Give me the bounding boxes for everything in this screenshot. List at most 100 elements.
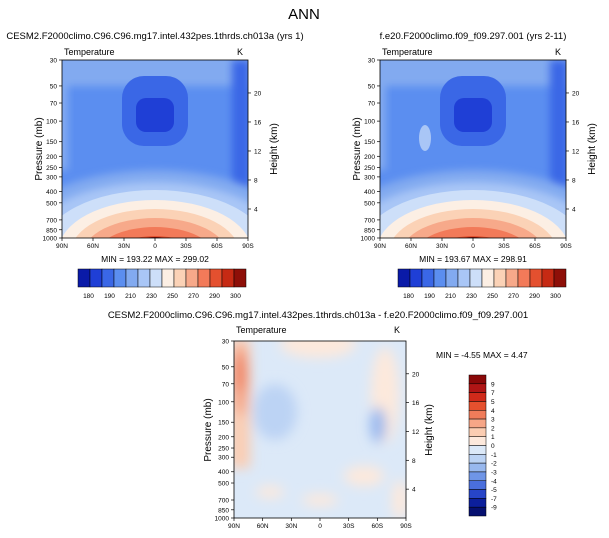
panel-diff-colorbar-swatch xyxy=(468,498,487,508)
panel-2-y-axis: 30 50 70 100 150 200 250 300 400 500 700 850 1000 xyxy=(361,58,380,243)
panel-diff-nh-pole-warm-core xyxy=(235,352,245,392)
panel-1-ytick-label: 250 xyxy=(46,165,57,172)
panel-1-stats: MIN = 193.22 MAX = 299.02 xyxy=(101,254,209,264)
panel-2-ytick-label: 1000 xyxy=(361,236,376,243)
panel-diff-colorbar-swatch xyxy=(468,418,487,429)
panel-diff-colorbar-swatch xyxy=(468,471,487,481)
panel-1-xtick-label: 30N xyxy=(118,243,130,250)
panel-1-field xyxy=(62,60,248,238)
panel-diff-colorbar-swatch xyxy=(468,401,487,411)
panel-2-colorbar-swatch xyxy=(457,268,471,288)
panel-diff-colorbar-swatch xyxy=(468,427,487,437)
panel-2-ytick-label: 250 xyxy=(364,165,375,172)
panel-2-colorbar-swatch xyxy=(409,268,423,288)
panel-diff-sfc-warm-a xyxy=(256,486,284,498)
panel-diff-colorbar-label: -9 xyxy=(491,505,497,512)
panel-1-colorbar: 180 190 210 230 250 270 290 300 xyxy=(77,268,247,300)
panel-1-cold-pole-s xyxy=(232,60,248,190)
panel-2-ytick-label: 150 xyxy=(364,139,375,146)
panel-diff-y2tick-label: 12 xyxy=(412,429,420,436)
panel-2-colorbar-swatch xyxy=(529,268,543,288)
panel-diff-colorbar-label: 5 xyxy=(491,399,495,406)
panel-2-field xyxy=(380,60,566,238)
panel-2-y2tick-label: 12 xyxy=(572,148,580,155)
panel-1-xtick-label: 30S xyxy=(180,243,192,250)
panel-2-xtick-label: 60N xyxy=(405,243,417,250)
panel-1-y2tick-label: 8 xyxy=(254,177,258,184)
panel-1-cold-pole-n xyxy=(62,60,68,170)
panel-1-colorbar-swatch xyxy=(185,268,199,288)
panel-1-title: CESM2.F2000climo.C96.C96.mg17.intel.432p… xyxy=(6,31,303,42)
panel-2: f.e20.F2000climo.f09_f09.297.001 (yrs 2-… xyxy=(352,31,598,300)
panel-2-ylabel: Pressure (mb) xyxy=(352,117,363,180)
panel-diff-colorbar-label: 0 xyxy=(491,443,495,450)
panel-diff-colorbar-swatch xyxy=(468,454,487,464)
panel-1-colorbar-label: 190 xyxy=(104,293,115,300)
panel-diff-ytick-label: 250 xyxy=(218,446,229,453)
panel-1-colorbar-swatch xyxy=(113,268,127,288)
panel-diff: CESM2.F2000climo.C96.C96.mg17.intel.432p… xyxy=(108,310,528,530)
panel-2-colorbar-swatch xyxy=(517,268,531,288)
panel-diff-colorbar-label: -4 xyxy=(491,478,497,485)
panel-diff-colorbar: 9 7 5 4 32 1 0 -1 -2-3 -4 -5 -7 -9 xyxy=(468,374,497,517)
panel-2-tropopause-core xyxy=(454,98,492,132)
panel-diff-stats: MIN = -4.55 MAX = 4.47 xyxy=(436,350,528,360)
panel-diff-xtick-label: 30N xyxy=(285,523,297,530)
panel-1-colorbar-swatch xyxy=(77,268,91,288)
panel-diff-ytick-label: 150 xyxy=(218,420,229,427)
panel-diff-colorbar-label: 4 xyxy=(491,408,495,415)
panel-diff-ylabel: Pressure (mb) xyxy=(203,398,214,461)
panel-diff-sh-pole-warm xyxy=(392,480,406,518)
panel-diff-y-axis: 30 50 70 100 150 200 250 300 400 500 700 850 1000 xyxy=(215,339,234,523)
panel-2-colorbar: 180 190 210 230 250 270 290 300 xyxy=(397,268,567,300)
panel-1-colorbar-label: 250 xyxy=(167,293,178,300)
panel-2-ytick-label: 300 xyxy=(364,174,375,181)
panel-1-ytick-label: 50 xyxy=(50,83,58,90)
panel-diff-colorbar-swatch xyxy=(468,480,487,490)
panel-2-colorbar-label: 190 xyxy=(424,293,435,300)
panel-1-colorbar-label: 270 xyxy=(188,293,199,300)
figure-title: ANN xyxy=(288,6,320,23)
panel-1-y2tick-label: 16 xyxy=(254,119,262,126)
panel-1-ytick-label: 500 xyxy=(46,200,57,207)
panel-1-ytick-label: 300 xyxy=(46,174,57,181)
panel-1-colorbar-swatch xyxy=(233,268,247,288)
panel-1: CESM2.F2000climo.C96.C96.mg17.intel.432p… xyxy=(6,31,303,300)
panel-2-ytick-label: 30 xyxy=(368,58,376,65)
panel-1-units: K xyxy=(237,47,243,57)
panel-diff-ytick-label: 700 xyxy=(218,497,229,504)
panel-1-colorbar-swatch xyxy=(161,268,175,288)
panel-2-xtick-label: 30S xyxy=(498,243,510,250)
panel-diff-ytick-label: 850 xyxy=(218,507,229,514)
panel-diff-colorbar-label: 7 xyxy=(491,390,495,397)
panel-diff-xtick-label: 90N xyxy=(228,523,240,530)
panel-1-y2label: Height (km) xyxy=(269,123,280,175)
panel-diff-xtick-label: 0 xyxy=(318,523,322,530)
panel-2-xtick-label: 90S xyxy=(560,243,572,250)
panel-diff-variable: Temperature xyxy=(236,325,287,335)
panel-2-y2tick-label: 8 xyxy=(572,177,576,184)
panel-diff-xtick-label: 30S xyxy=(343,523,355,530)
panel-diff-y2-axis: 20 16 12 8 4 xyxy=(406,371,420,494)
panel-diff-colorbar-swatch xyxy=(468,436,487,446)
panel-2-xtick-label: 60S xyxy=(529,243,541,250)
panel-diff-units: K xyxy=(394,325,400,335)
panel-diff-ytick-label: 500 xyxy=(218,481,229,488)
panel-2-title: f.e20.F2000climo.f09_f09.297.001 (yrs 2-… xyxy=(380,31,567,42)
panel-1-ytick-label: 100 xyxy=(46,119,57,126)
panel-2-colorbar-swatch xyxy=(553,268,567,288)
panel-diff-y2tick-label: 8 xyxy=(412,458,416,465)
panel-1-ytick-label: 700 xyxy=(46,217,57,224)
panel-1-colorbar-swatch xyxy=(89,268,103,288)
panel-1-xtick-label: 90S xyxy=(242,243,254,250)
panel-diff-y2label: Height (km) xyxy=(424,404,435,456)
panel-2-ytick-label: 850 xyxy=(364,227,375,234)
panel-2-y2tick-label: 16 xyxy=(572,119,580,126)
panel-2-colorbar-swatch xyxy=(481,268,495,288)
panel-2-colorbar-swatch xyxy=(541,268,555,288)
panel-1-colorbar-swatch xyxy=(149,268,163,288)
panel-2-ytick-label: 500 xyxy=(364,200,375,207)
panel-2-cold-pole-n xyxy=(380,60,386,170)
panel-diff-colorbar-label: -5 xyxy=(491,487,497,494)
panel-diff-smooth-features xyxy=(234,341,406,518)
